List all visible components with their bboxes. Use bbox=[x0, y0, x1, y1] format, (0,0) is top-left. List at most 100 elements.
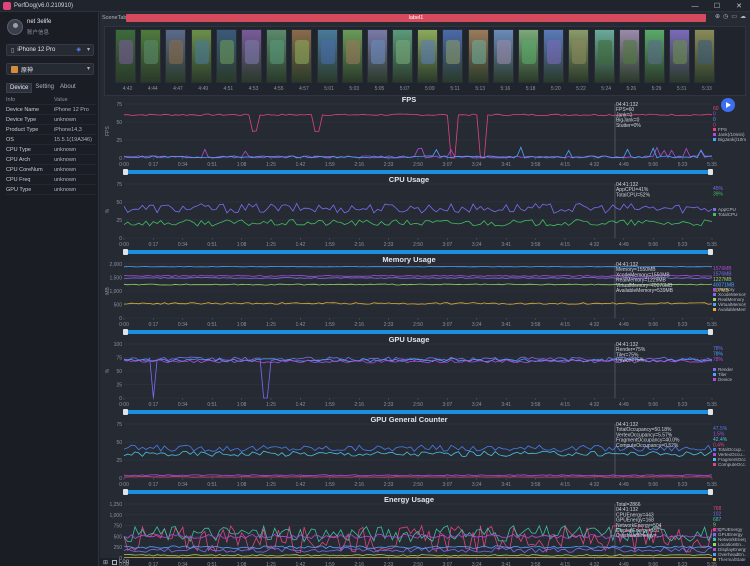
legend-label[interactable]: AppCPU bbox=[718, 207, 736, 212]
slider-handle-left[interactable] bbox=[123, 329, 128, 335]
slider-handle-left[interactable] bbox=[123, 489, 128, 495]
legend-swatch[interactable] bbox=[713, 558, 716, 561]
chart-plot[interactable]: 75 50 25 0% 0:00 0:17 0:34 0:51 1:08 1:25 1:42 1:59… bbox=[104, 176, 746, 250]
legend-swatch[interactable] bbox=[713, 543, 716, 546]
screenshot-thumbnail[interactable] bbox=[593, 29, 615, 83]
legend-label[interactable]: NetworkEnergy bbox=[718, 537, 746, 542]
legend-label[interactable]: OverheadEn... bbox=[718, 552, 746, 557]
legend-swatch[interactable] bbox=[713, 553, 716, 556]
legend-swatch[interactable] bbox=[713, 368, 716, 371]
legend-swatch[interactable] bbox=[713, 538, 716, 541]
screenshot-thumbnail[interactable] bbox=[366, 29, 388, 83]
screenshot-thumbnail[interactable] bbox=[140, 29, 162, 83]
legend-label[interactable]: VertexOccu... bbox=[718, 452, 746, 457]
legend-label[interactable]: GPUEnergy bbox=[718, 532, 743, 537]
slider-handle-right[interactable] bbox=[708, 249, 713, 255]
chart-plot[interactable]: 100 75 50 25 0% 0:00 0:17 0:34 0:51 1:08 1:25 1:42 1… bbox=[104, 336, 746, 410]
screenshot-thumbnail[interactable] bbox=[165, 29, 187, 83]
screenshot-thumbnail[interactable] bbox=[417, 29, 439, 83]
screenshot-thumbnail[interactable] bbox=[316, 29, 338, 83]
screenshot-thumbnail[interactable] bbox=[115, 29, 136, 83]
screenshot-thumbnail[interactable] bbox=[190, 29, 212, 83]
screenshot-strip[interactable]: 4:42 4:44 4:47 4:49 4:51 4:53 4:55 4:57 5:01 5:03… bbox=[104, 26, 746, 96]
legend-swatch[interactable] bbox=[713, 533, 716, 536]
time-range-slider[interactable] bbox=[123, 489, 713, 495]
legend-swatch[interactable] bbox=[713, 128, 716, 131]
slider-handle-right[interactable] bbox=[708, 329, 713, 335]
screenshot-thumbnail[interactable] bbox=[492, 29, 514, 83]
screenshot-thumbnail[interactable] bbox=[518, 29, 539, 83]
legend-swatch[interactable] bbox=[713, 133, 716, 136]
time-range-slider[interactable] bbox=[123, 409, 713, 415]
checkbox-icon[interactable] bbox=[112, 559, 118, 565]
legend-swatch[interactable] bbox=[713, 463, 716, 466]
log-tab[interactable]: Log bbox=[119, 559, 130, 565]
maximize-button[interactable]: ☐ bbox=[713, 3, 721, 10]
screenshot-thumbnail[interactable] bbox=[240, 29, 262, 83]
screenshot-thumbnail[interactable] bbox=[669, 29, 691, 83]
screenshot-thumbnail[interactable] bbox=[618, 29, 640, 83]
tab-about[interactable]: About bbox=[60, 84, 76, 90]
screenshot-thumbnail[interactable] bbox=[442, 29, 464, 83]
legend-swatch[interactable] bbox=[713, 308, 716, 311]
legend-swatch[interactable] bbox=[713, 528, 716, 531]
legend-swatch[interactable] bbox=[713, 448, 716, 451]
legend-label[interactable]: FragmentOcc... bbox=[718, 457, 746, 462]
screenshot-thumbnail[interactable] bbox=[467, 29, 489, 83]
slider-handle-left[interactable] bbox=[123, 249, 128, 255]
minimize-button[interactable]: — bbox=[691, 2, 699, 10]
screenshot-thumbnail[interactable] bbox=[543, 29, 565, 83]
legend-label[interactable]: XcodeMemory bbox=[718, 292, 746, 297]
legend-label[interactable]: TotalCPU bbox=[718, 212, 737, 217]
legend-label[interactable]: Jank(/10min) bbox=[718, 132, 745, 137]
screenshot-thumbnail[interactable] bbox=[266, 29, 288, 83]
legend-swatch[interactable] bbox=[713, 303, 716, 306]
chart-plot[interactable]: 75 50 25 00:00 0:17 0:34 0:51 1:08 1:25 1:42 1:59 2… bbox=[104, 416, 746, 490]
legend-label[interactable]: FPS bbox=[718, 127, 727, 132]
legend-label[interactable]: TotalOccup... bbox=[718, 447, 745, 452]
time-range-slider[interactable] bbox=[123, 249, 713, 255]
legend-swatch[interactable] bbox=[713, 458, 716, 461]
legend-swatch[interactable] bbox=[713, 378, 716, 381]
legend-label[interactable]: CPUEnergy bbox=[718, 527, 743, 532]
legend-label[interactable]: Memory bbox=[718, 287, 735, 292]
add-icon[interactable]: ⊞ bbox=[103, 559, 109, 566]
time-range-slider[interactable] bbox=[123, 329, 713, 335]
close-button[interactable]: ✕ bbox=[736, 3, 742, 10]
legend-swatch[interactable] bbox=[713, 208, 716, 211]
legend-swatch[interactable] bbox=[713, 453, 716, 456]
screenshot-thumbnail[interactable] bbox=[291, 29, 313, 83]
legend-swatch[interactable] bbox=[713, 293, 716, 296]
screenshot-thumbnail[interactable] bbox=[341, 29, 363, 83]
cloud-icon[interactable]: ☁ bbox=[740, 14, 746, 20]
screenshot-thumbnail[interactable] bbox=[215, 29, 237, 83]
time-range-slider[interactable] bbox=[123, 169, 713, 175]
legend-swatch[interactable] bbox=[713, 288, 716, 291]
tab-device[interactable]: Device bbox=[6, 83, 33, 93]
add-icon[interactable]: ⊕ bbox=[715, 14, 721, 20]
legend-label[interactable]: Render bbox=[718, 367, 734, 372]
chart-plot[interactable]: 2,000 1,500 1,000 500 0 MB 0:00 0:17 0:34 0:51 1:0… bbox=[104, 256, 746, 330]
legend-label[interactable]: BigJank(/10min) bbox=[718, 137, 746, 142]
legend-swatch[interactable] bbox=[713, 298, 716, 301]
device-selector[interactable]: ▯ iPhone 12 Pro ◈ ▾ bbox=[6, 44, 94, 56]
slider-handle-right[interactable] bbox=[708, 409, 713, 415]
scene-track[interactable]: label1 bbox=[126, 14, 706, 22]
legend-swatch[interactable] bbox=[713, 213, 716, 216]
app-selector[interactable]: 原神 ▾ bbox=[6, 63, 94, 75]
legend-label[interactable]: LocationEn... bbox=[718, 542, 745, 547]
slider-handle-right[interactable] bbox=[708, 489, 713, 495]
slider-handle-left[interactable] bbox=[123, 409, 128, 415]
screenshot-thumbnail[interactable] bbox=[694, 29, 716, 83]
legend-label[interactable]: Tiler bbox=[718, 372, 727, 377]
legend-label[interactable]: ComputeOcc... bbox=[718, 462, 746, 467]
screenshot-thumbnail[interactable] bbox=[568, 29, 590, 83]
legend-swatch[interactable] bbox=[713, 548, 716, 551]
slider-handle-right[interactable] bbox=[708, 169, 713, 175]
clock-icon[interactable]: ◷ bbox=[723, 14, 729, 20]
tab-setting[interactable]: Setting bbox=[35, 84, 55, 90]
avatar[interactable] bbox=[7, 19, 23, 35]
slider-handle-left[interactable] bbox=[123, 169, 128, 175]
